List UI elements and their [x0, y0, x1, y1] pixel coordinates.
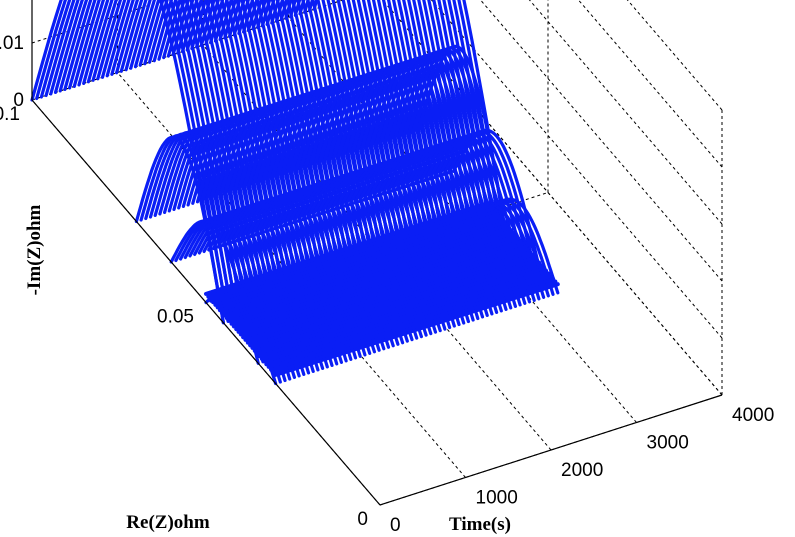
impedance-arc: [312, 0, 508, 234]
base-band: [245, 249, 532, 345]
base-band: [206, 203, 493, 299]
z-axis-label: -Im(Z)ohm: [24, 204, 45, 295]
base-band: [236, 239, 523, 334]
z-tick-label: 0.01: [0, 33, 24, 54]
x-tick-label: 0: [390, 515, 401, 536]
base-band: [208, 206, 495, 302]
base-band: [255, 260, 542, 356]
x-axis-label: Time(s): [449, 514, 511, 535]
y-axis-line: [31, 99, 381, 506]
data-layer: [30, 0, 560, 386]
base-band: [266, 274, 553, 369]
base-band: [227, 228, 514, 323]
axis-layer: [31, 0, 723, 506]
base-band: [241, 244, 528, 340]
base-band: [215, 214, 502, 310]
base-band: [222, 222, 509, 318]
base-band: [211, 209, 498, 305]
y-tick-label: 0.05: [157, 307, 194, 328]
x-axis-line: [379, 394, 723, 506]
impedance-arc: [402, 49, 493, 239]
x-tick-label: 2000: [561, 460, 603, 481]
x-tick-label: 3000: [647, 433, 689, 454]
base-band: [220, 220, 507, 315]
base-band: [262, 268, 549, 364]
base-band: [250, 255, 537, 350]
base-band: [213, 212, 500, 307]
base-band: [259, 266, 546, 361]
impedance-arc: [412, 46, 503, 236]
impedance-arc: [416, 44, 508, 234]
tick-layer: 0100020003000400000.050.100.010.020.030.…: [0, 33, 774, 536]
x-tick-label: 1000: [476, 488, 518, 509]
base-band: [229, 230, 516, 326]
base-band: [257, 263, 544, 359]
base-band: [224, 225, 511, 321]
y-axis-label: Re(Z)ohm: [126, 512, 210, 533]
base-band: [269, 276, 556, 372]
base-band: [231, 233, 518, 329]
base-band: [264, 271, 551, 367]
base-band: [204, 201, 491, 296]
base-band: [243, 247, 530, 342]
y-tick-label: 0: [357, 509, 368, 530]
y-tick-label: 0.1: [0, 104, 20, 125]
impedance-arc: [486, 197, 560, 295]
base-band: [271, 279, 558, 375]
z-tick-label: 0: [13, 90, 24, 111]
base-band: [217, 217, 505, 313]
impedance-arc: [407, 47, 498, 237]
base-band: [252, 257, 539, 353]
base-band: [248, 252, 535, 348]
base-band: [234, 236, 521, 332]
base-band: [238, 241, 525, 337]
x-tick-label: 4000: [732, 405, 774, 426]
impedance-arc: [307, 0, 503, 236]
base-band: [273, 282, 560, 377]
